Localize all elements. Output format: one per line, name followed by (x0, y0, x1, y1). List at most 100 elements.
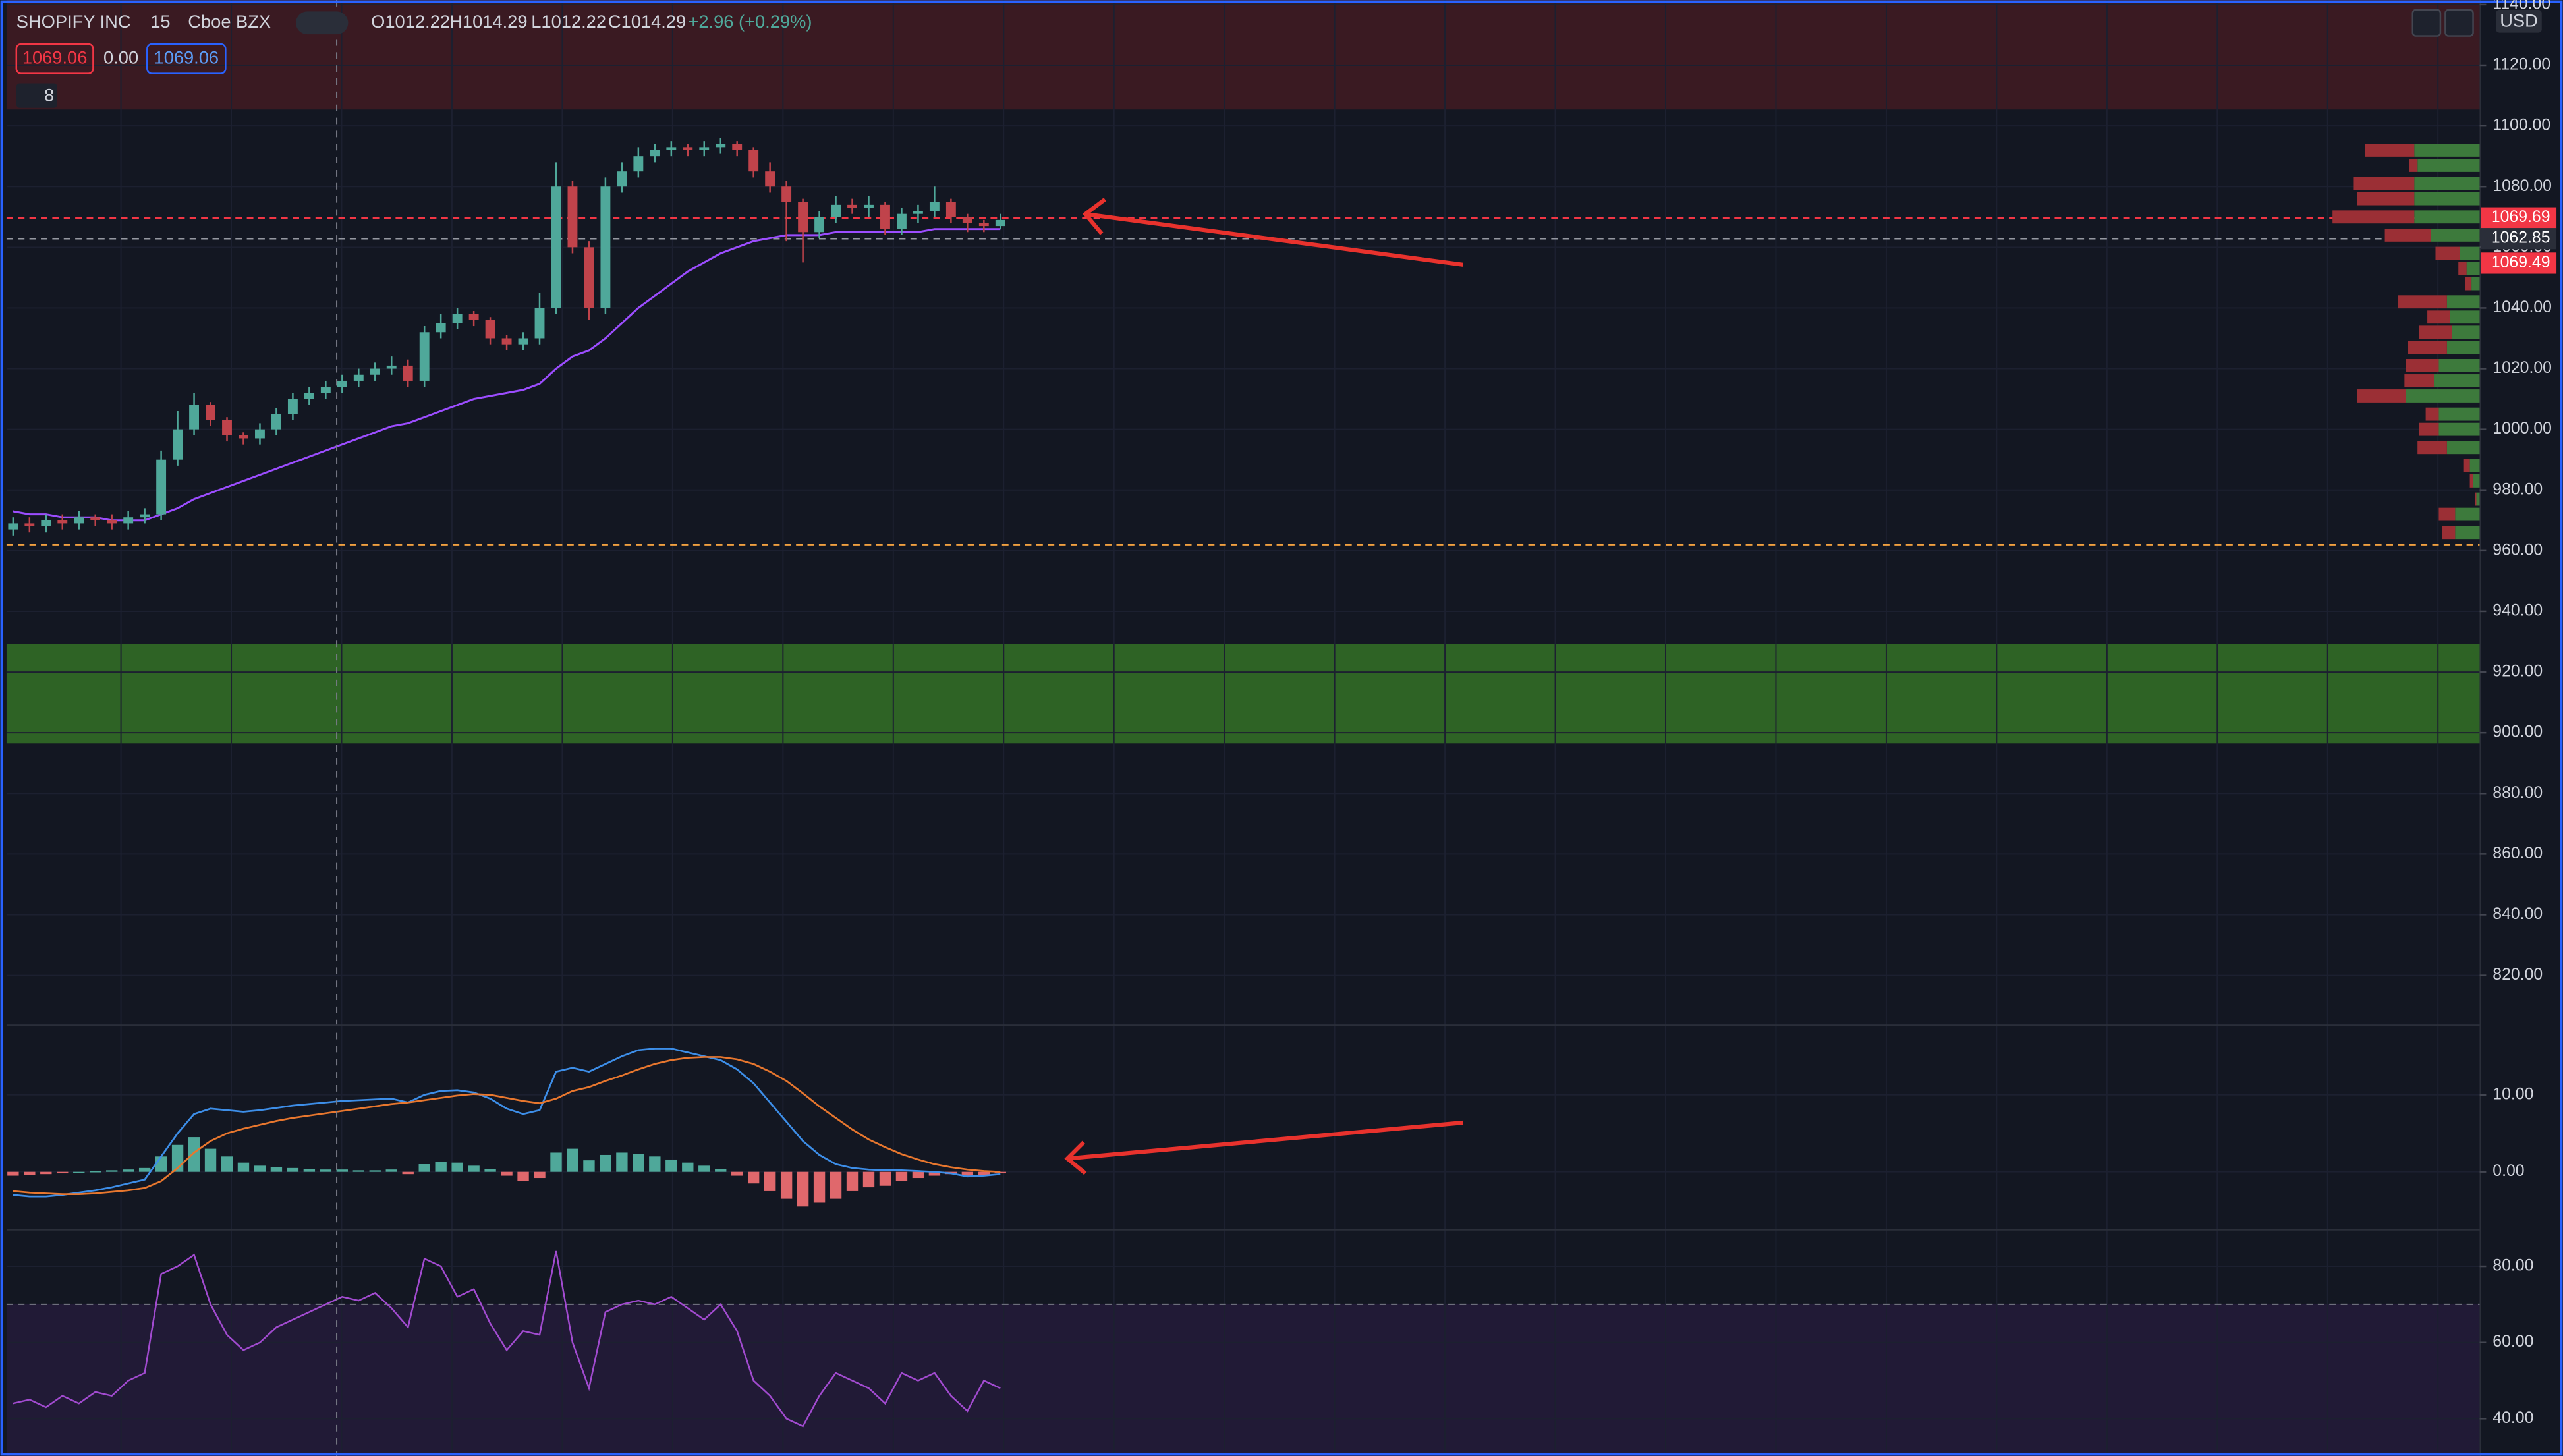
volume-profile-down (2463, 459, 2470, 472)
candle-body (468, 314, 479, 320)
macd-histogram-bar (731, 1171, 743, 1176)
candle-body (41, 520, 51, 527)
zone (6, 0, 2480, 110)
volume-profile-up (2446, 341, 2480, 354)
volume-profile-down (2353, 177, 2415, 190)
volume-profile-up (2469, 459, 2480, 472)
volume-profile-up (2438, 407, 2480, 421)
volume-profile-down (2475, 492, 2477, 506)
candle-body (666, 147, 677, 150)
currency-box (2496, 9, 2542, 33)
volume-profile-down (2404, 374, 2435, 387)
grid (6, 0, 2480, 1456)
y-tick-label: 820.00 (2493, 966, 2543, 984)
volume-profile-down (2332, 210, 2415, 224)
candle-body (995, 219, 1005, 227)
macd-histogram-bar (254, 1165, 266, 1172)
volume-profile-up (2455, 526, 2480, 540)
exchange: Cboe BZX (188, 11, 271, 32)
marks (6, 138, 2480, 1428)
price-tag-label: 1062.85 (2491, 229, 2550, 247)
macd-histogram-bar (237, 1162, 250, 1172)
volume-profile-down (2384, 228, 2431, 242)
y-tick-label: 860.00 (2493, 845, 2543, 862)
macd-histogram-bar (846, 1171, 859, 1191)
buy-price[interactable]: 1069.06 (154, 47, 219, 67)
price-tag (2481, 252, 2557, 274)
price-axis: 1140.001120.001100.001080.001060.001040.… (2479, 0, 2557, 1427)
volume-profile-up (2473, 474, 2480, 488)
macd-histogram-bar (435, 1162, 447, 1172)
macd-histogram-bar (73, 1171, 85, 1173)
y-tick-label: 1080.00 (2493, 177, 2552, 195)
y-tick-label: 960.00 (2493, 541, 2543, 559)
candle-body (74, 517, 84, 524)
candle-body (452, 314, 463, 323)
macd-histogram-bar (40, 1171, 52, 1175)
spread: 0.00 (103, 47, 138, 67)
macd-histogram-bar (830, 1171, 842, 1199)
candle-body (913, 211, 923, 214)
volume-profile-down (2408, 341, 2447, 354)
macd-histogram-bar (517, 1171, 529, 1181)
volume-profile-up (2438, 422, 2480, 436)
sell-price[interactable]: 1069.06 (22, 47, 88, 67)
volume-profile-down (2458, 262, 2467, 275)
price-tag-label: 1069.69 (2491, 208, 2550, 226)
volume-profile-down (2425, 407, 2439, 421)
macd-histogram-bar (287, 1167, 299, 1172)
candle-body (353, 374, 364, 381)
candle-body (683, 147, 693, 150)
zones (6, 0, 2480, 1456)
macd-histogram-bar (649, 1156, 661, 1172)
indicators-toggle[interactable] (16, 83, 57, 108)
status-toggle[interactable] (296, 11, 349, 35)
volume-profile-up (2414, 210, 2480, 224)
fullscreen-button[interactable] (2444, 9, 2474, 37)
macd-histogram-bar (928, 1171, 941, 1176)
macd-histogram-bar (797, 1171, 809, 1207)
volume-profile-up (2414, 177, 2480, 190)
candle-body (814, 217, 825, 233)
macd-histogram-bar (665, 1159, 677, 1172)
candle-body (8, 523, 18, 530)
candle-body (337, 380, 347, 387)
download-button[interactable] (2411, 9, 2442, 37)
volume-profile-up (2446, 295, 2480, 309)
sell-button[interactable] (15, 43, 94, 74)
macd-histogram-bar (204, 1148, 217, 1172)
y-tick-label: 10.00 (2493, 1085, 2533, 1103)
rsi-band (6, 1304, 2480, 1456)
candle-body (551, 186, 561, 308)
y-tick-label: 1120.00 (2493, 56, 2550, 74)
price-tag-label: 1069.49 (2491, 254, 2550, 271)
candle-body (419, 332, 430, 381)
zone (6, 644, 2480, 744)
candle-body (699, 147, 710, 150)
candle-body (716, 144, 726, 148)
macd-histogram-bar (138, 1167, 151, 1172)
candle-body (222, 420, 232, 435)
volume-profile-down (2365, 144, 2415, 157)
ohlc-low: L1012.22 (531, 11, 606, 32)
candle-body (732, 144, 743, 150)
volume-profile-down (2442, 526, 2456, 540)
price-tag (2481, 207, 2557, 229)
candle-body (798, 202, 808, 233)
buy-button[interactable] (146, 43, 227, 74)
candle-body (567, 186, 578, 248)
macd-histogram-bar (747, 1171, 760, 1184)
macd-histogram-bar (468, 1165, 480, 1172)
macd-line (13, 1048, 1001, 1198)
candle-body (633, 156, 644, 172)
candle-body (90, 517, 101, 520)
volume-profile-down (2406, 359, 2439, 372)
indicators-count[interactable]: 8 (44, 85, 54, 105)
candle-body (57, 520, 68, 524)
candle-body (386, 365, 397, 369)
y-tick-label: 840.00 (2493, 905, 2543, 923)
volume-profile-up (2471, 277, 2480, 291)
candle-body (978, 223, 989, 227)
macd-histogram-bar (106, 1170, 118, 1172)
